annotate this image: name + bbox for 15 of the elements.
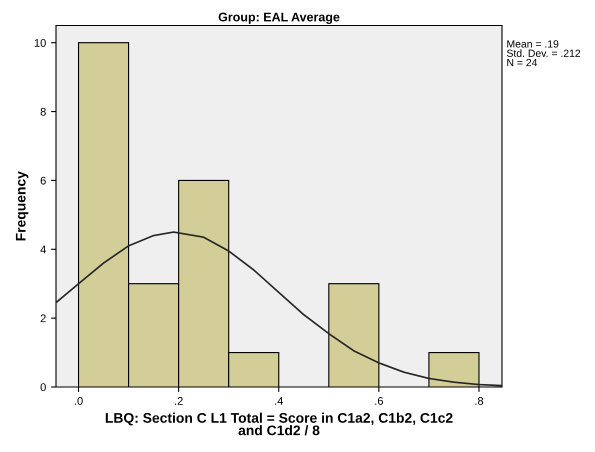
x-tick-label: .2 <box>175 397 183 405</box>
x-axis-title: LBQ: Section C L1 Total = Score in C1a2, C1b2, C1c2 and C1d2 / 8 <box>106 412 453 436</box>
x-tick-label: .8 <box>475 397 484 405</box>
y-tick-label: 10 <box>34 38 46 47</box>
chart-title: Group: EAL Average <box>218 12 340 24</box>
y-tick-label: 8 <box>40 108 46 116</box>
y-tick-label: 6 <box>40 176 46 185</box>
y-tick-label: 2 <box>40 314 46 322</box>
y-axis-title: Frequency <box>16 171 28 240</box>
y-tick-label: 4 <box>40 246 46 254</box>
x-tick-label: .6 <box>375 397 384 405</box>
x-tick-label: .0 <box>74 397 83 405</box>
text: Mean = .19 Std. Dev. = .212 N = 24 <box>506 40 580 66</box>
x-tick-label: .4 <box>275 397 284 405</box>
y-tick-label: 0 <box>40 383 46 392</box>
